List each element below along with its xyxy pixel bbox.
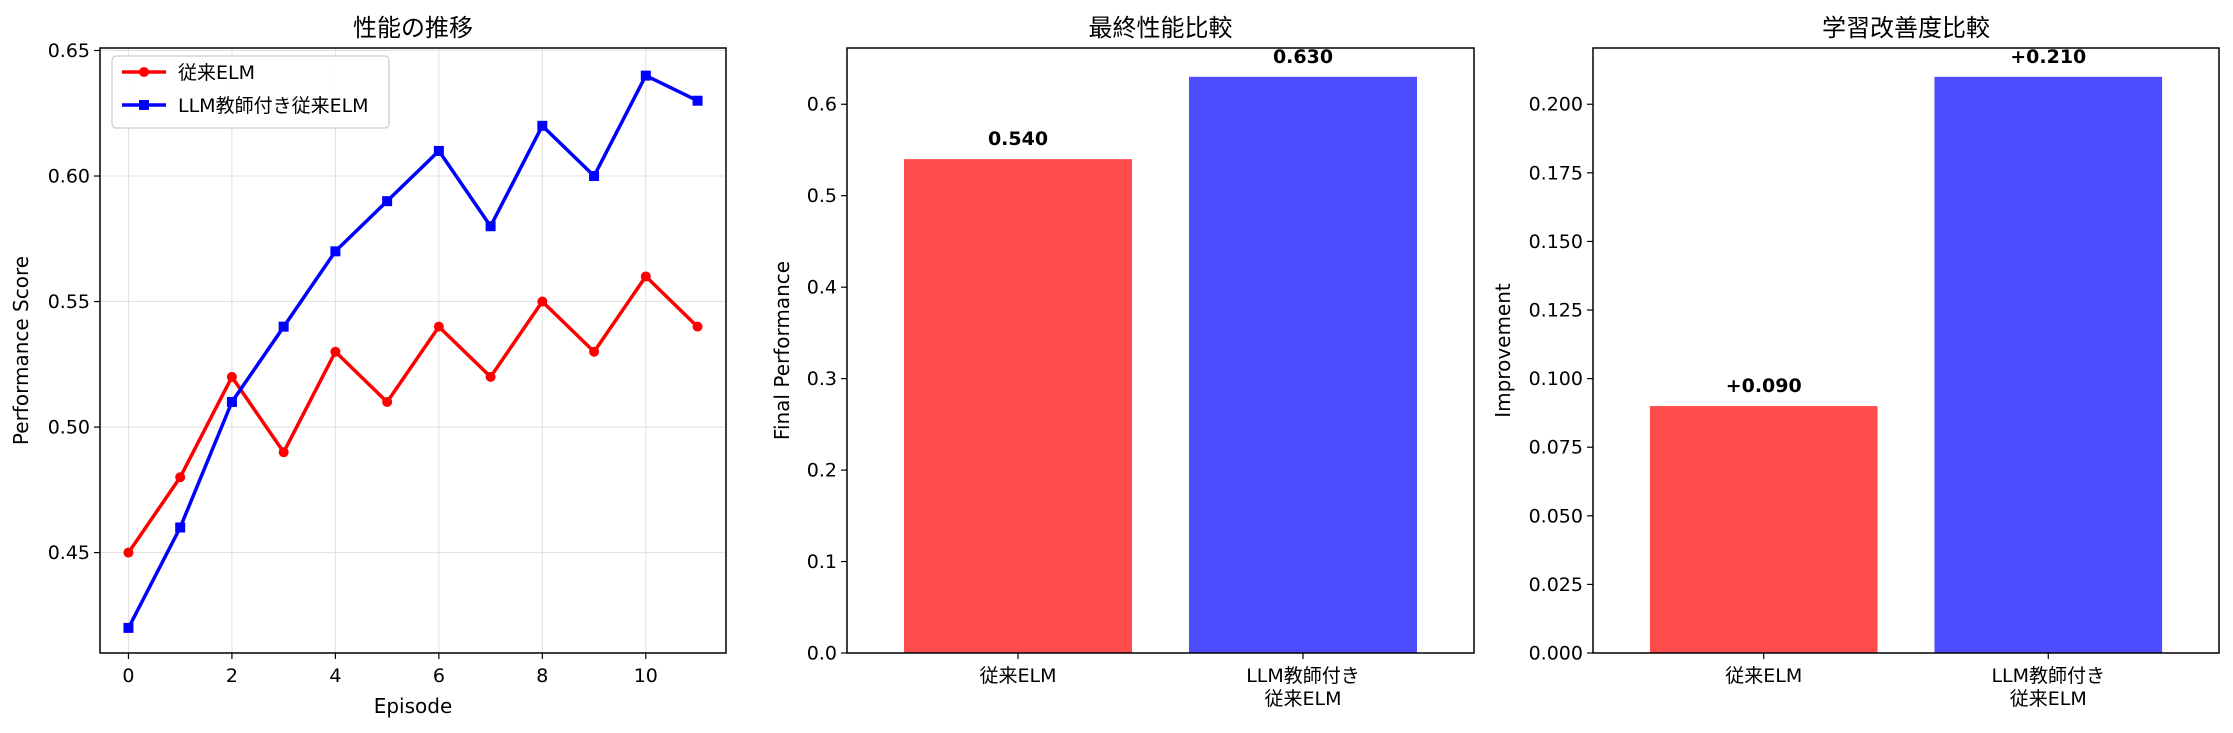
bar-chart-improvement: 0.000 0.025 0.050 0.075 0.100 0.125 0.150 0.175… (1491, 14, 2220, 710)
data-point (537, 296, 548, 307)
bar-value-label: +0.210 (2010, 46, 2086, 68)
chart-title: 学習改善度比較 (1822, 14, 1990, 42)
x-axis-label: Episode (374, 694, 453, 718)
data-point (226, 396, 237, 407)
y-tick-label: 0.2 (807, 460, 837, 482)
data-point (330, 346, 341, 357)
x-tick-label: 4 (329, 665, 341, 687)
chart-title: 性能の推移 (353, 14, 473, 42)
x-tick-label: LLM教師付き (1246, 665, 1360, 687)
data-point (485, 221, 496, 232)
data-point (123, 622, 134, 633)
axes-frame (846, 47, 1475, 654)
data-point (382, 196, 393, 207)
legend-swatch-marker (139, 67, 149, 77)
x-tick-label: 0 (122, 665, 134, 687)
data-point (433, 145, 444, 156)
x-tick-label: 6 (433, 665, 445, 687)
data-point (640, 271, 651, 282)
data-point (589, 346, 600, 357)
data-point (123, 547, 134, 558)
y-tick-label: 0.3 (807, 368, 837, 390)
y-tick-label: 0.150 (1529, 231, 1583, 253)
x-tick-label: 8 (536, 665, 548, 687)
x-tick-label: 2 (226, 665, 238, 687)
y-tick-label: 0.6 (807, 94, 837, 116)
x-tick-label: 従来ELM (980, 665, 1057, 687)
data-point (278, 447, 289, 458)
x-tick-label: 従来ELM (1725, 665, 1802, 687)
y-tick-label: 0.45 (48, 542, 90, 564)
bar (904, 159, 1132, 654)
y-tick-label: 0.200 (1529, 94, 1583, 116)
line-chart-performance-trend: 0.45 0.50 0.55 0.60 0.65 0 2 4 6 8 10 性能の推移 Performa… (9, 14, 727, 718)
x-tick-label: 従来ELM (1265, 688, 1342, 710)
series-line-1 (127, 274, 699, 554)
y-tick-label: 0.4 (807, 277, 837, 299)
y-tick-label: 0.60 (48, 166, 90, 188)
bar (1189, 76, 1417, 654)
data-point (330, 246, 341, 257)
chart-title: 最終性能比較 (1089, 14, 1233, 42)
data-point (226, 371, 237, 382)
data-point (382, 396, 393, 407)
legend-label: LLM教師付き従来ELM (178, 95, 369, 117)
bar-value-label: 0.540 (988, 128, 1048, 150)
bar (1649, 406, 1878, 653)
legend-swatch-marker (139, 100, 149, 110)
legend: 従来ELM LLM教師付き従来ELM (111, 55, 390, 129)
y-tick-label: 0.125 (1529, 300, 1583, 322)
bar-value-label: 0.630 (1273, 46, 1333, 68)
bar-value-label: +0.090 (1726, 375, 1802, 397)
y-tick-label: 0.175 (1529, 162, 1583, 184)
axes-frame (1592, 47, 2220, 654)
x-tick-label: LLM教師付き (1991, 665, 2105, 687)
y-tick-label: 0.050 (1529, 505, 1583, 527)
bar (1934, 76, 2163, 654)
axes-frame (99, 47, 727, 654)
data-point (692, 95, 703, 106)
y-tick-label: 0.65 (48, 40, 90, 62)
series-line-2 (126, 73, 699, 629)
y-tick-label: 0.075 (1529, 437, 1583, 459)
y-tick-label: 0.025 (1529, 574, 1583, 596)
data-point (640, 70, 651, 81)
legend-label: 従来ELM (178, 62, 255, 84)
y-axis-label: Performance Score (9, 256, 33, 445)
y-axis-label: Final Performance (770, 261, 794, 440)
x-tick-label: 従来ELM (2010, 688, 2087, 710)
bar-chart-final-performance: 0.0 0.1 0.2 0.3 0.4 0.5 0.6 0.540 従来ELM 0.630 LLM教… (770, 14, 1475, 710)
data-point (278, 321, 289, 332)
y-tick-label: 0.0 (807, 643, 837, 665)
data-point (433, 321, 444, 332)
data-point (175, 522, 186, 533)
y-axis-label: Improvement (1491, 283, 1515, 418)
data-point (589, 171, 600, 182)
x-tick-label: 10 (634, 665, 658, 687)
y-tick-label: 0.1 (807, 551, 837, 573)
legend-box (111, 55, 390, 129)
data-point (537, 120, 548, 131)
data-point (485, 371, 496, 382)
data-point (692, 321, 703, 332)
y-tick-label: 0.5 (807, 185, 837, 207)
data-point (175, 472, 186, 483)
y-tick-label: 0.50 (48, 417, 90, 439)
y-tick-label: 0.55 (48, 291, 90, 313)
y-tick-label: 0.000 (1529, 643, 1583, 665)
y-tick-label: 0.100 (1529, 368, 1583, 390)
